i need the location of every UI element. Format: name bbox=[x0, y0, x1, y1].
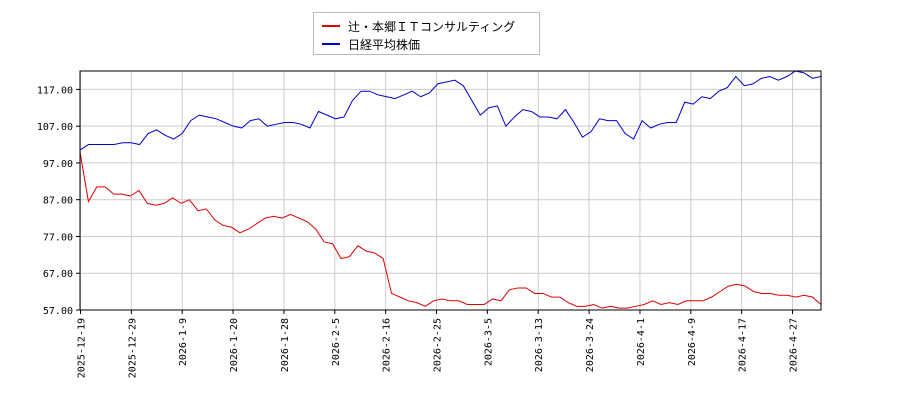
y-tick-label: 77.00 bbox=[43, 232, 73, 243]
plot-frame bbox=[79, 70, 822, 311]
x-tick-label: 2026-2-5 bbox=[331, 318, 342, 366]
legend-swatch-series-1 bbox=[322, 25, 340, 27]
x-tick-label: 2025-12-29 bbox=[127, 318, 138, 378]
y-tick-label: 87.00 bbox=[43, 196, 73, 207]
x-tick-label: 2026-1-20 bbox=[229, 318, 240, 372]
legend-swatch-series-2 bbox=[322, 43, 340, 45]
series-line-2 bbox=[79, 70, 822, 151]
legend-item-series-1: 辻・本郷ＩＴコンサルティング bbox=[322, 18, 515, 34]
x-tick-label: 2026-3-13 bbox=[534, 318, 545, 372]
x-tick-label: 2026-4-27 bbox=[789, 318, 800, 372]
y-tick-label: 117.00 bbox=[37, 85, 73, 96]
series-line-1 bbox=[79, 151, 822, 309]
y-axis: 117.00 107.00 97.00 87.00 77.00 67.00 57.00 bbox=[37, 85, 80, 317]
x-tick-label: 2026-2-25 bbox=[433, 318, 444, 372]
x-tick-label: 2026-3-5 bbox=[483, 318, 494, 366]
x-tick-label: 2026-4-1 bbox=[636, 318, 647, 366]
legend-label-series-2: 日経平均株価 bbox=[348, 37, 421, 52]
x-tick-label: 2026-4-17 bbox=[738, 318, 749, 372]
x-tick-label: 2026-1-9 bbox=[178, 318, 189, 366]
series-layer bbox=[79, 70, 822, 309]
x-tick-label: 2026-2-16 bbox=[382, 318, 393, 372]
x-tick-label: 2026-4-9 bbox=[687, 318, 698, 366]
x-tick-label: 2026-3-24 bbox=[585, 318, 596, 372]
plot-area bbox=[80, 71, 821, 310]
x-tick-label: 2025-12-19 bbox=[77, 318, 88, 378]
legend: 辻・本郷ＩＴコンサルティング 日経平均株価 bbox=[313, 12, 540, 55]
y-tick-label: 97.00 bbox=[43, 159, 73, 170]
y-tick-label: 107.00 bbox=[37, 122, 73, 133]
legend-label-series-1: 辻・本郷ＩＴコンサルティング bbox=[348, 19, 516, 34]
x-axis: 2025-12-19 2025-12-29 2026-1-9 2026-1-20 202… bbox=[77, 310, 800, 378]
y-tick-label: 57.00 bbox=[43, 306, 73, 317]
x-tick-label: 2026-1-28 bbox=[280, 318, 291, 372]
legend-item-series-2: 日経平均株価 bbox=[322, 36, 420, 52]
y-tick-label: 67.00 bbox=[43, 269, 73, 280]
